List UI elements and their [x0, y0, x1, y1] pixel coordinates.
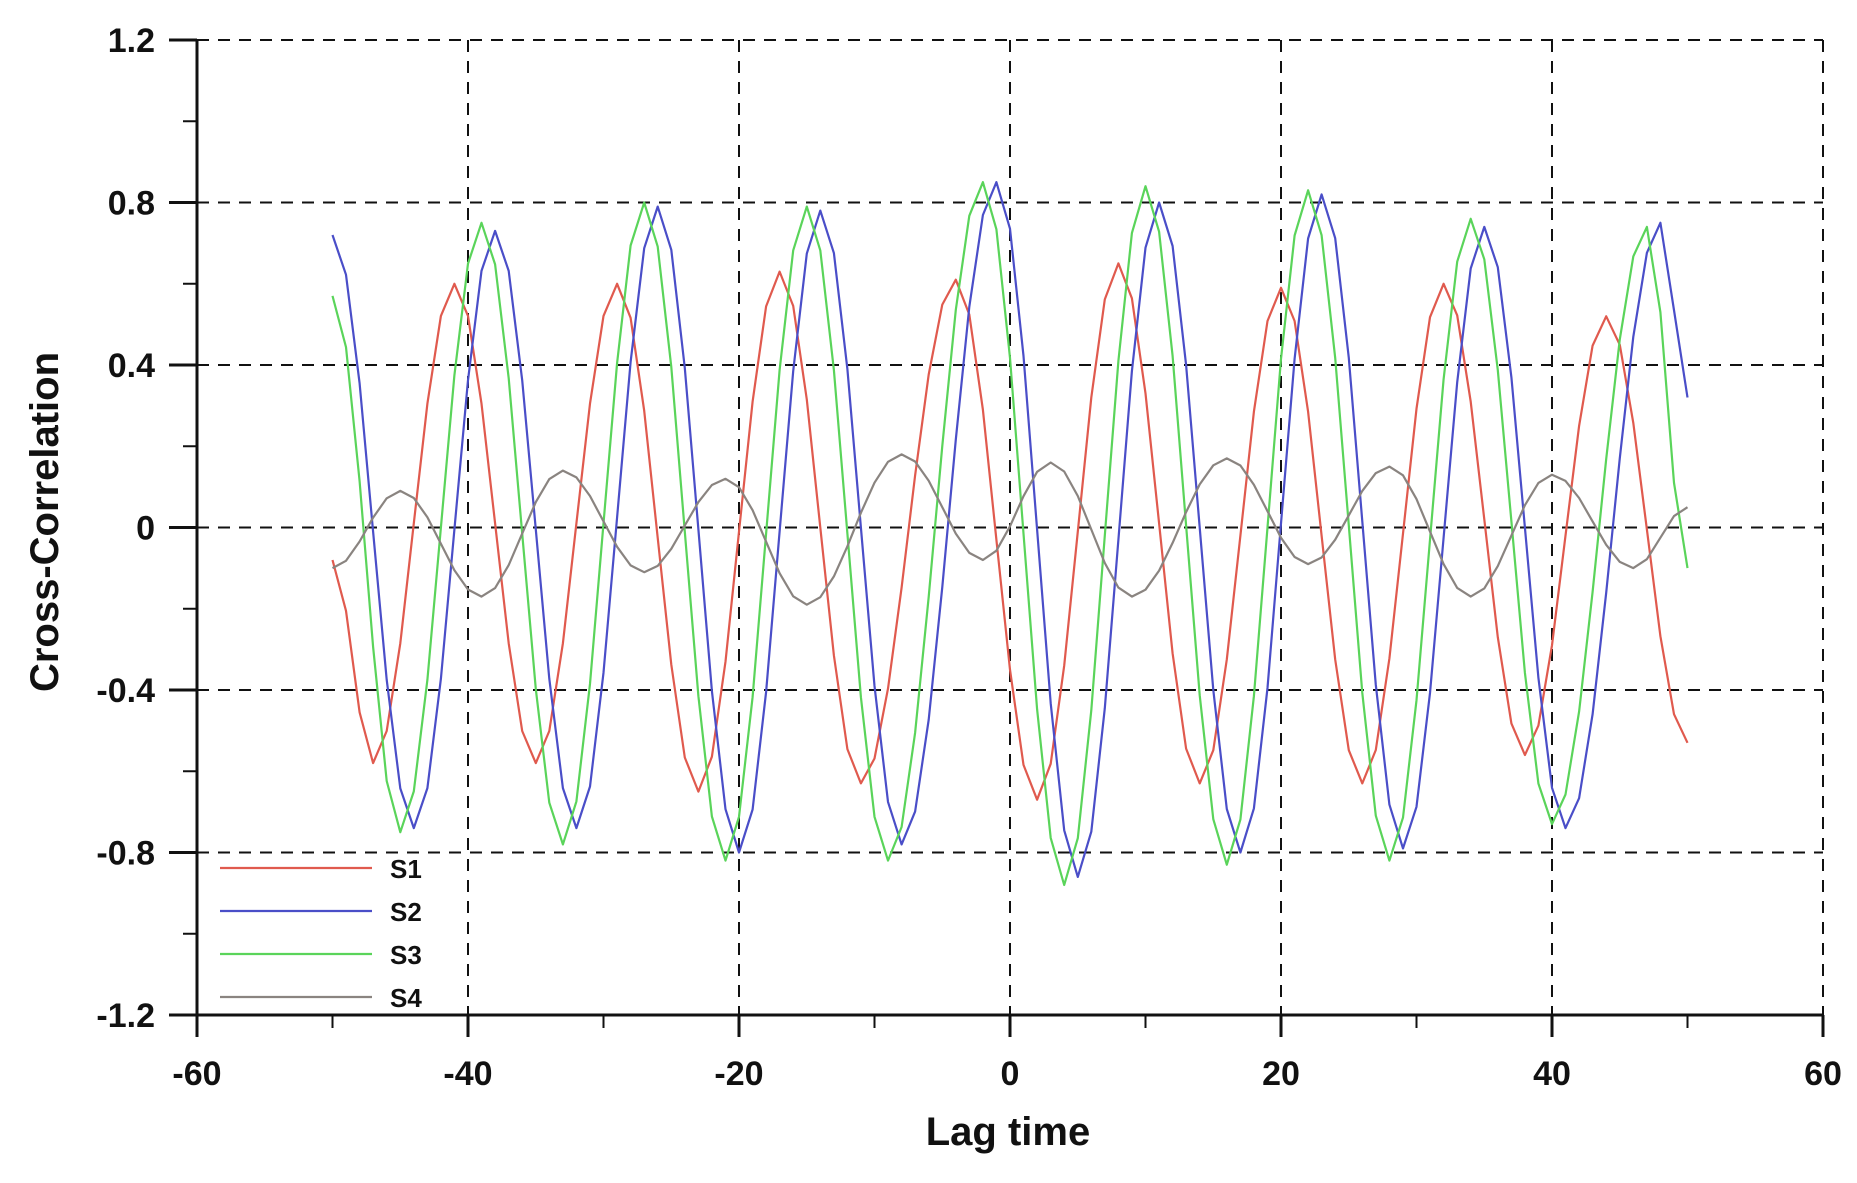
series-line-s4 [331, 453, 1689, 606]
y-axis-title: Cross-Correlation [23, 352, 67, 692]
tick-labels: -1.2 -0.8 -0.4 0 0.4 0.8 1.2 -60 -40 -20 0 20 40 60 [96, 22, 1842, 1093]
y-tick-label: -0.4 [96, 672, 155, 710]
legend-label-s1: S1 [390, 854, 422, 884]
y-tick-label: 1.2 [108, 22, 155, 60]
x-tick-label: -60 [172, 1055, 221, 1093]
axes [169, 38, 1825, 1037]
y-tick-label: 0.8 [108, 185, 155, 223]
x-tick-label: -20 [714, 1055, 763, 1093]
x-tick-label: -40 [443, 1055, 492, 1093]
series-line-s3 [331, 181, 1689, 887]
y-tick-label: 0 [136, 510, 155, 548]
y-tick-label: 0.4 [108, 347, 155, 385]
legend-label-s4: S4 [390, 983, 422, 1013]
series-line-s2 [331, 181, 1689, 879]
x-tick-label: 40 [1533, 1055, 1571, 1093]
legend-label-s2: S2 [390, 897, 422, 927]
legend: S1 S2 S3 S4 [220, 854, 422, 1013]
x-tick-label: 0 [1001, 1055, 1020, 1093]
x-axis-title: Lag time [926, 1110, 1090, 1154]
x-tick-label: 20 [1262, 1055, 1300, 1093]
legend-label-s3: S3 [390, 940, 422, 970]
x-tick-label: 60 [1804, 1055, 1842, 1093]
data-series [331, 181, 1689, 887]
y-tick-label: -0.8 [96, 835, 155, 873]
y-tick-label: -1.2 [96, 997, 155, 1035]
